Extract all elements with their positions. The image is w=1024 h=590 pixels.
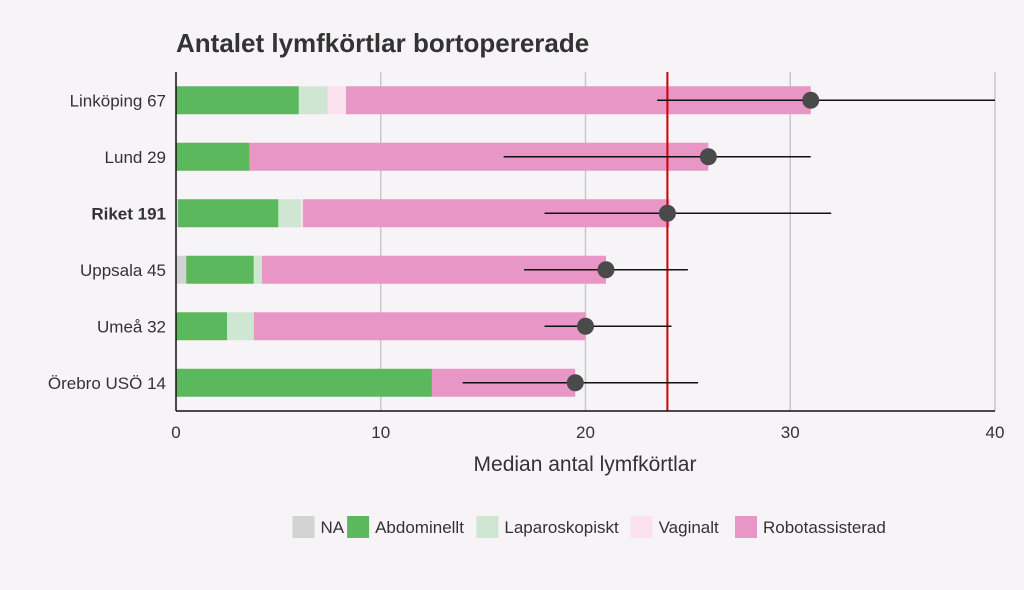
legend-swatch (630, 516, 653, 538)
bar-segment (178, 199, 279, 228)
x-tick-label: 40 (986, 423, 1005, 442)
bar-segment (176, 199, 179, 228)
bar-segment (176, 86, 299, 115)
bar-segment (253, 255, 262, 284)
x-axis-label: Median antal lymfkörtlar (474, 453, 697, 476)
interval-layer (462, 91, 995, 392)
legend: NA Abdominellt Laparoskopiskt Vaginalt Robot… (292, 516, 886, 538)
legend-swatch (292, 516, 315, 538)
legend-label: Robotassisterad (763, 518, 886, 537)
bar-segment (227, 312, 254, 341)
legend-swatch (735, 516, 757, 538)
bar-segment (278, 199, 301, 228)
legend-swatch (476, 516, 499, 538)
legend-label: Vaginalt (659, 518, 719, 537)
y-category-label: Linköping 67 (70, 91, 166, 110)
bar-segment (176, 368, 432, 397)
y-category-label: Lund 29 (105, 148, 166, 167)
y-category-label: Umeå 32 (97, 317, 166, 336)
bar-segment (298, 86, 328, 115)
bar-segment (176, 255, 187, 284)
bar-segment (300, 199, 303, 228)
median-point (597, 261, 615, 279)
x-tick-label: 0 (171, 423, 180, 442)
median-point (658, 204, 676, 222)
x-tick-label: 10 (371, 423, 390, 442)
chart-title: Antalet lymfkörtlar bortopererade (176, 28, 589, 58)
x-tick-label: 30 (781, 423, 800, 442)
legend-swatch (347, 516, 370, 538)
median-point (802, 91, 820, 109)
bar-segment (253, 312, 586, 341)
median-point (577, 317, 594, 335)
median-point (699, 148, 717, 166)
bar-segment (176, 142, 250, 171)
x-tick-label: 20 (576, 423, 595, 442)
y-category-label: Uppsala 45 (80, 261, 166, 280)
bar-segment (176, 312, 228, 341)
y-category-label: Örebro USÖ 14 (48, 374, 166, 393)
median-point (566, 374, 584, 392)
grid-layer (380, 72, 996, 411)
axis-layer: 0 10 20 30 40 Linköping 67 Lund 29 Riket 191 Upp… (48, 72, 1005, 442)
legend-label: NA (321, 518, 345, 537)
bar-segment (186, 255, 254, 284)
bars-layer (176, 86, 811, 397)
legend-label: Abdominellt (375, 518, 464, 537)
y-category-label: Riket 191 (91, 204, 166, 223)
bar-segment (327, 86, 346, 115)
legend-label: Laparoskopiskt (504, 518, 619, 537)
